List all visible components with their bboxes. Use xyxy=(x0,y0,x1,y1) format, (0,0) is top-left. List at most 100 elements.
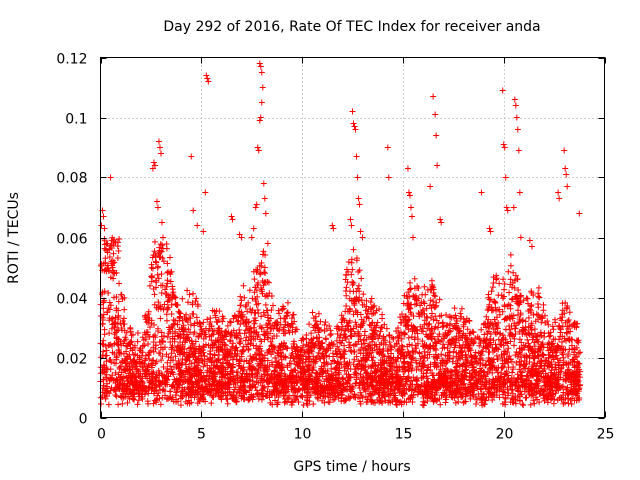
data-point xyxy=(295,398,302,405)
data-point xyxy=(237,293,244,300)
data-point xyxy=(405,349,412,356)
data-point xyxy=(375,335,382,342)
data-point xyxy=(228,213,235,220)
data-point xyxy=(229,216,236,223)
data-point xyxy=(116,280,123,287)
data-point xyxy=(555,189,562,196)
data-point xyxy=(405,300,412,307)
data-point xyxy=(202,325,209,332)
data-point xyxy=(258,313,265,320)
data-point xyxy=(317,318,324,325)
data-point xyxy=(126,340,133,347)
data-point xyxy=(205,78,212,85)
data-point xyxy=(476,336,483,343)
data-point xyxy=(485,291,492,298)
data-point xyxy=(339,323,346,330)
data-point xyxy=(350,246,357,253)
data-point xyxy=(338,395,345,402)
data-point xyxy=(365,386,372,393)
data-point xyxy=(519,401,526,408)
data-point xyxy=(561,147,568,154)
data-point xyxy=(501,281,508,288)
data-point xyxy=(467,330,474,337)
data-point xyxy=(509,369,516,376)
data-point xyxy=(309,309,316,316)
data-point xyxy=(222,342,229,349)
data-point xyxy=(333,351,340,358)
data-point xyxy=(477,340,484,347)
data-point xyxy=(469,373,476,380)
data-point xyxy=(246,359,253,366)
data-point xyxy=(466,317,473,324)
data-point xyxy=(409,234,416,241)
data-point xyxy=(329,222,336,229)
data-point xyxy=(183,311,190,318)
data-point xyxy=(356,201,363,208)
data-point xyxy=(275,307,282,314)
data-point xyxy=(219,318,226,325)
data-point xyxy=(568,336,575,343)
data-point xyxy=(134,329,141,336)
data-point xyxy=(362,307,369,314)
data-point xyxy=(282,398,289,405)
data-point xyxy=(126,370,133,377)
data-point xyxy=(407,204,414,211)
data-point xyxy=(110,250,117,257)
data-point xyxy=(253,201,260,208)
data-point xyxy=(503,204,510,211)
data-point xyxy=(134,401,141,408)
data-point xyxy=(417,302,424,309)
data-point xyxy=(179,317,186,324)
data-point xyxy=(556,195,563,202)
data-point xyxy=(433,132,440,139)
data-point xyxy=(258,99,265,106)
data-point xyxy=(153,198,160,205)
data-point xyxy=(531,400,538,407)
data-point xyxy=(575,339,582,346)
data-point xyxy=(132,351,139,358)
data-point xyxy=(163,311,170,318)
data-point xyxy=(245,397,252,404)
data-point xyxy=(150,400,157,407)
data-point xyxy=(352,380,359,387)
data-point xyxy=(478,352,485,359)
data-point xyxy=(249,295,256,302)
data-point xyxy=(502,174,509,181)
data-point xyxy=(242,337,249,344)
data-point xyxy=(257,351,264,358)
data-point xyxy=(508,296,515,303)
data-point xyxy=(577,349,584,356)
data-point xyxy=(333,325,340,332)
data-point xyxy=(456,343,463,350)
data-point xyxy=(546,351,553,358)
data-point xyxy=(409,347,416,354)
data-point xyxy=(253,378,260,385)
data-point xyxy=(357,398,364,405)
data-point xyxy=(115,247,122,254)
data-point xyxy=(284,312,291,319)
data-point xyxy=(464,326,471,333)
data-point xyxy=(285,322,292,329)
data-point xyxy=(262,301,269,308)
data-point xyxy=(418,353,425,360)
data-point xyxy=(116,236,123,243)
data-point xyxy=(112,391,119,398)
data-point xyxy=(147,347,154,354)
data-point xyxy=(541,397,548,404)
data-point xyxy=(487,228,494,235)
data-point xyxy=(360,291,367,298)
data-point xyxy=(259,84,266,91)
data-point xyxy=(482,375,489,382)
data-point xyxy=(186,357,193,364)
data-point xyxy=(167,363,174,370)
data-point xyxy=(304,401,311,408)
data-point xyxy=(501,144,508,151)
data-point xyxy=(179,295,186,302)
data-point xyxy=(557,329,564,336)
data-point xyxy=(230,315,237,322)
data-point xyxy=(513,114,520,121)
data-point xyxy=(237,321,244,328)
data-point xyxy=(237,356,244,363)
data-point xyxy=(374,319,381,326)
data-point xyxy=(405,289,412,296)
